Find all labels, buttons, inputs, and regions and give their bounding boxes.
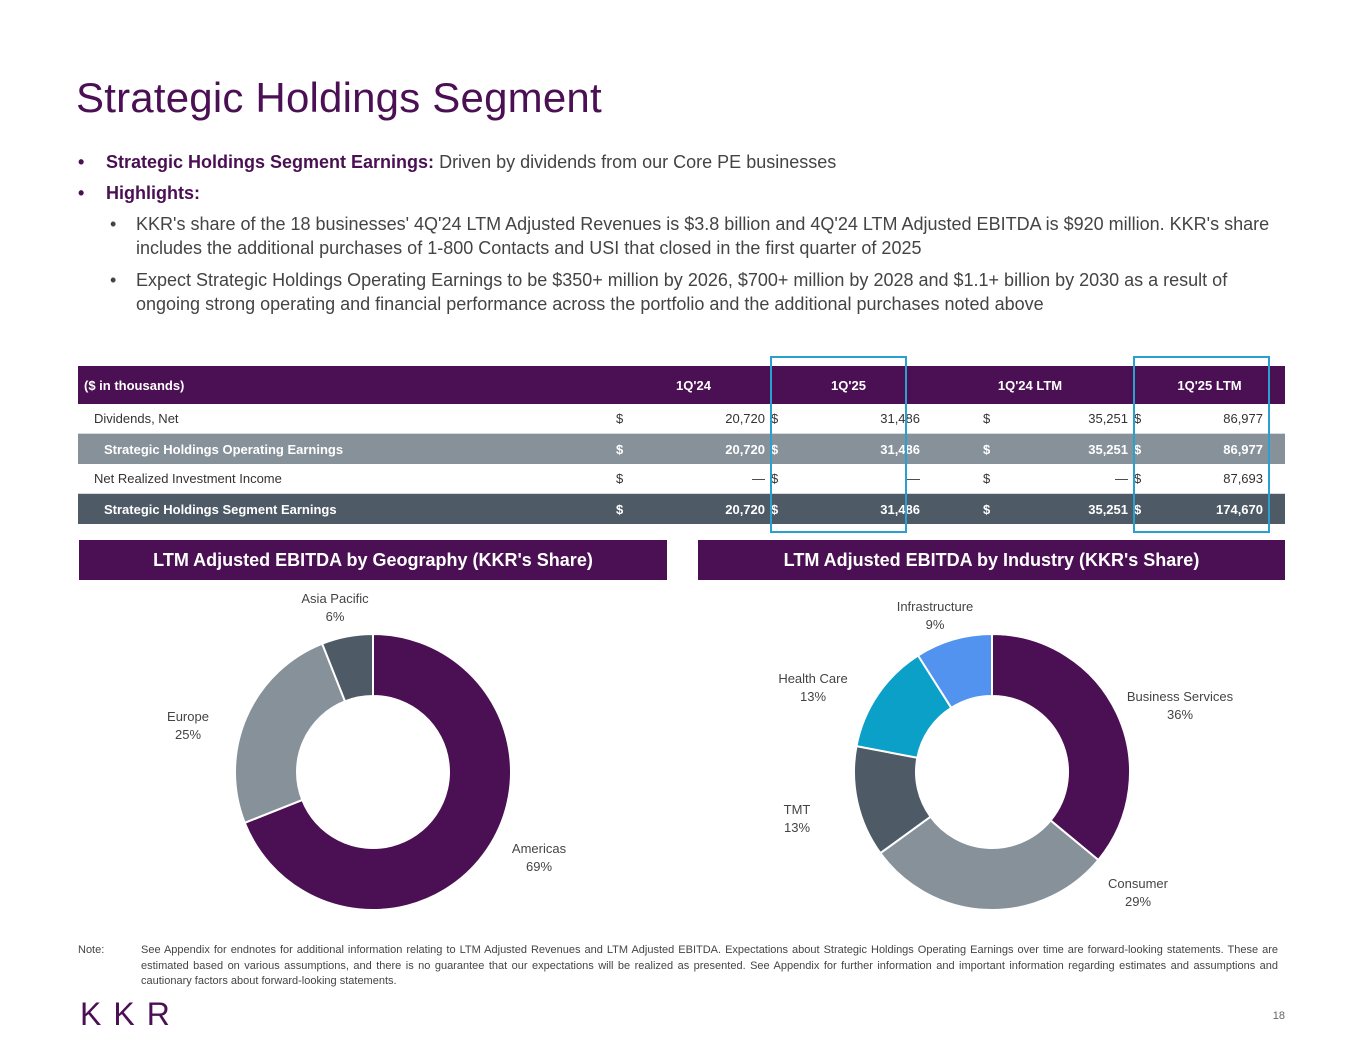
percent-label: 6% (325, 609, 345, 624)
percent-label: 25% (174, 727, 202, 742)
ind-label-business-services: Business Services 36% (1122, 688, 1238, 724)
industry-donut-chart (853, 632, 1131, 911)
cell-value: — (752, 471, 765, 486)
row-label: Strategic Holdings Segment Earnings (104, 501, 337, 517)
cell-value: 35,251 (1088, 501, 1128, 517)
currency-symbol: $ (983, 501, 991, 517)
currency-symbol: $ (616, 441, 624, 457)
table-row: Strategic Holdings Operating Earnings $2… (78, 434, 1285, 464)
highlight-box-1q25 (770, 356, 907, 533)
currency-symbol: $ (983, 441, 991, 457)
currency-symbol: $ (1134, 501, 1142, 517)
table-header-label: ($ in thousands) (84, 377, 185, 393)
industry-chart-title: LTM Adjusted EBITDA by Industry (KKR's S… (698, 540, 1285, 580)
geo-label-europe: Europe 25% (160, 708, 216, 744)
earnings-table: ($ in thousands) 1Q'24 1Q'25 1Q'24 LTM 1… (78, 366, 1285, 524)
category-label: Business Services (1126, 689, 1234, 704)
geography-donut-chart (234, 632, 512, 911)
cell-value: 31,486 (880, 411, 920, 426)
category-label: Consumer (1108, 876, 1168, 891)
geo-label-asia-pacific: Asia Pacific 6% (296, 590, 374, 626)
kkr-logo: KKR (80, 996, 182, 1032)
footnote: Note: See Appendix for endnotes for addi… (78, 943, 1278, 990)
bullet-label: Highlights: (106, 183, 200, 203)
percent-label: 36% (1166, 707, 1194, 722)
table-header-cell: 1Q'25 (831, 377, 866, 393)
percent-label: 29% (1124, 894, 1152, 909)
bullet-segment-earnings: Strategic Holdings Segment Earnings: Dri… (78, 150, 1293, 174)
cell-value: 35,251 (1088, 441, 1128, 457)
footnote-text: See Appendix for endnotes for additional… (141, 944, 1278, 987)
currency-symbol: $ (771, 441, 779, 457)
ind-slice-infrastructure (916, 632, 993, 710)
percent-label: 13% (783, 820, 811, 835)
ind-slice-consumer (878, 815, 1100, 911)
category-label: TMT (783, 802, 811, 817)
currency-symbol: $ (1134, 471, 1142, 486)
table-header-cell: 1Q'24 (676, 377, 711, 393)
ind-label-health-care: Health Care 13% (772, 670, 854, 706)
geo-label-americas: Americas 69% (510, 840, 568, 876)
table-row: Net Realized Investment Income $ — $ — $ — … (78, 464, 1285, 494)
highlight-box-1q25-ltm (1133, 356, 1270, 533)
currency-symbol: $ (616, 501, 624, 517)
currency-symbol: $ (1134, 411, 1142, 426)
cell-value: 174,670 (1216, 501, 1263, 517)
currency-symbol: $ (983, 471, 991, 486)
page-title: Strategic Holdings Segment (76, 74, 602, 121)
cell-value: 20,720 (725, 501, 765, 517)
currency-symbol: $ (1134, 441, 1142, 457)
currency-symbol: $ (771, 411, 779, 426)
page-number: 18 (1272, 1010, 1285, 1022)
currency-symbol: $ (616, 471, 624, 486)
cell-value: 31,486 (880, 441, 920, 457)
table-row-total: Strategic Holdings Segment Earnings $20,… (78, 494, 1285, 524)
geo-slice-asia-pacific (320, 632, 374, 703)
geo-slice-americas (243, 632, 512, 911)
category-label: Americas (511, 841, 567, 856)
bullet-highlights: Highlights: (78, 181, 1293, 205)
bullet-list: Strategic Holdings Segment Earnings: Dri… (78, 150, 1293, 324)
category-label: Infrastructure (896, 599, 974, 614)
bullet-text: Driven by dividends from our Core PE bus… (434, 152, 837, 172)
table-header-row: ($ in thousands) 1Q'24 1Q'25 1Q'24 LTM 1… (78, 366, 1285, 404)
percent-label: 69% (525, 859, 553, 874)
cell-value: — (907, 471, 920, 486)
currency-symbol: $ (616, 411, 624, 426)
footnote-label: Note: (78, 944, 105, 956)
category-label: Europe (167, 709, 209, 724)
cell-value: 87,693 (1223, 471, 1263, 486)
table-header-cell: 1Q'25 LTM (1177, 377, 1242, 393)
sub-bullet: KKR's share of the 18 businesses' 4Q'24 … (78, 212, 1293, 260)
sub-bullet: Expect Strategic Holdings Operating Earn… (78, 268, 1293, 316)
row-label: Strategic Holdings Operating Earnings (104, 441, 344, 457)
geo-slice-europe (234, 642, 347, 825)
cell-value: 20,720 (725, 411, 765, 426)
cell-value: 31,486 (880, 501, 920, 517)
cell-value: 35,251 (1088, 411, 1128, 426)
ind-label-infrastructure: Infrastructure 9% (885, 598, 985, 634)
bullet-label: Strategic Holdings Segment Earnings: (106, 152, 435, 172)
percent-label: 9% (925, 617, 945, 632)
row-label: Dividends, Net (94, 411, 179, 426)
geography-chart-title: LTM Adjusted EBITDA by Geography (KKR's … (79, 540, 667, 580)
currency-symbol: $ (771, 501, 779, 517)
ind-label-tmt: TMT 13% (776, 801, 818, 837)
cell-value: 20,720 (725, 441, 765, 457)
category-label: Asia Pacific (301, 591, 369, 606)
cell-value: 86,977 (1223, 441, 1263, 457)
cell-value: — (1115, 471, 1128, 486)
percent-label: 13% (799, 689, 827, 704)
cell-value: 86,977 (1223, 411, 1263, 426)
table-row: Dividends, Net $20,720 $31,486 $35,251 $… (78, 404, 1285, 434)
currency-symbol: $ (983, 411, 991, 426)
category-label: Health Care (778, 671, 848, 686)
ind-slice-business-services (991, 632, 1131, 862)
table-header-cell: 1Q'24 LTM (997, 377, 1063, 393)
ind-label-consumer: Consumer 29% (1104, 875, 1172, 911)
row-label: Net Realized Investment Income (94, 471, 282, 486)
currency-symbol: $ (771, 471, 779, 486)
